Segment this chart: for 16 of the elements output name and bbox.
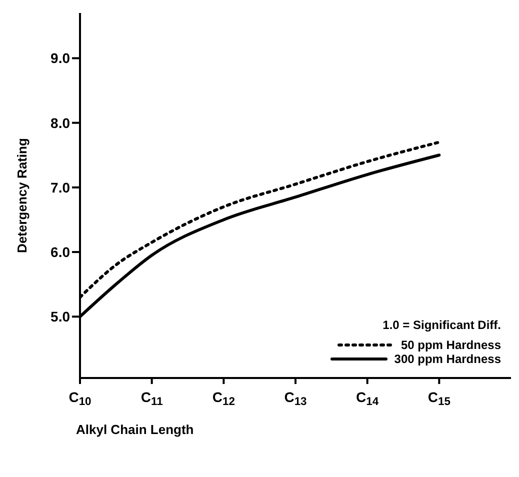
x-tick-label: C$_{12}$ (212, 389, 235, 408)
x-tick-label: C$_{13}$ (284, 389, 307, 408)
x-tick-label: C$_{11}$ (140, 389, 163, 408)
annotation: 1.0 = Significant Diff. (382, 318, 501, 332)
y-tick-label: 9.0 (50, 50, 70, 66)
y-axis-title: Detergency Rating (14, 138, 30, 253)
x-tick-label: C$_{15}$ (428, 389, 450, 408)
y-tick-label: 7.0 (50, 179, 70, 196)
y-tick-label: 6.0 (50, 244, 70, 260)
y-tick-label: 5.0 (50, 308, 70, 325)
legend-label: 50 ppm Hardness (400, 338, 501, 352)
x-tick-label: C$_{10}$ (68, 389, 92, 408)
x-axis-title: Alkyl Chain Length (76, 422, 194, 437)
y-tick-label: 8.0 (50, 114, 70, 131)
legend-label: 300 ppm Hardness (394, 352, 501, 366)
x-tick-label: C$_{14}$ (356, 389, 380, 408)
